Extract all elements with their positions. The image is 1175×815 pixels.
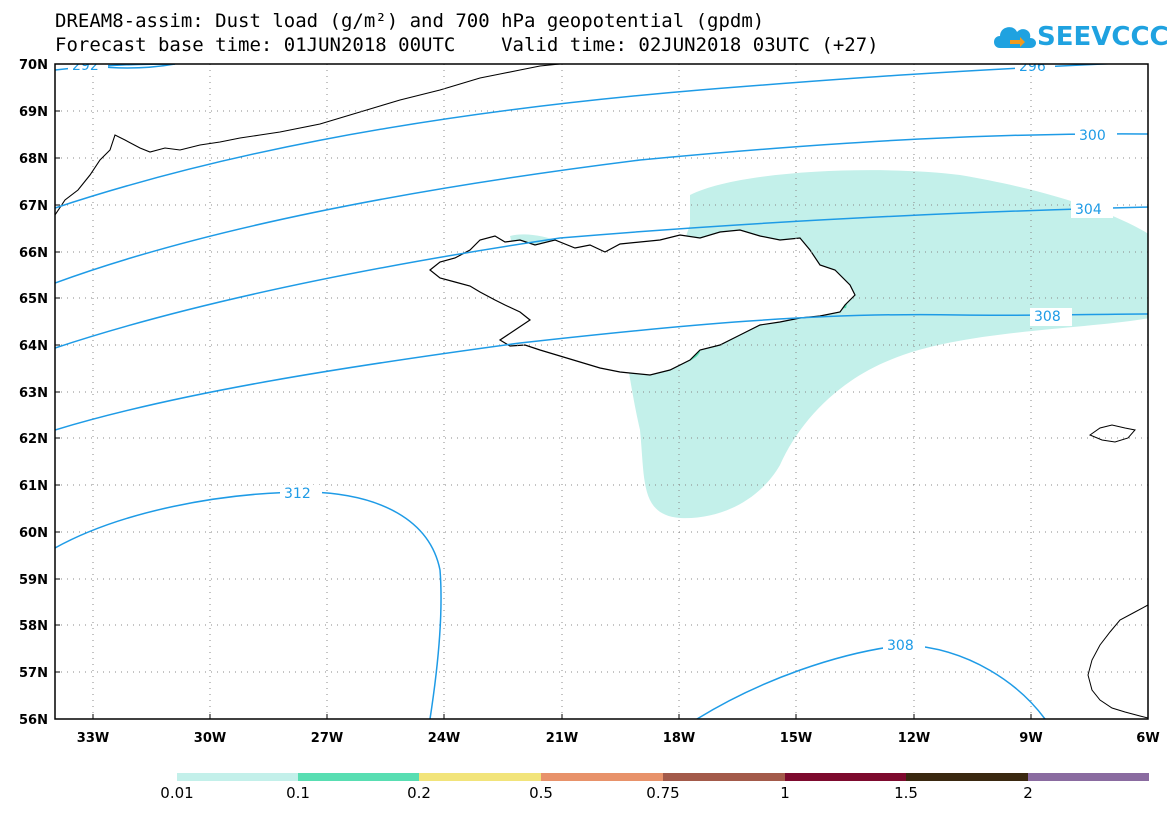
colorbar-label: 0.01: [160, 784, 194, 802]
greenland-coastline: [55, 64, 561, 216]
lon-label: 27W: [311, 731, 343, 746]
contour-label-308-south: 308: [887, 638, 914, 654]
contour-label-296: 296: [1019, 59, 1046, 75]
title-line-2: Forecast base time: 01JUN2018 00UTC Vali…: [55, 34, 879, 56]
lat-label: 66N: [19, 246, 48, 261]
title-line-1: DREAM8-assim: Dust load (g/m²) and 700 h…: [55, 10, 765, 32]
colorbar-segment: [906, 773, 1028, 781]
colorbar-segment: [541, 773, 663, 781]
contour-label-308: 308: [1034, 309, 1061, 325]
contour-label-300: 300: [1079, 128, 1106, 144]
contour-312: [55, 491, 442, 719]
lat-label: 57N: [19, 666, 48, 681]
colorbar-segment: [177, 773, 298, 781]
colorbar-label: 0.5: [529, 784, 553, 802]
contour-308-south: [696, 644, 1046, 719]
contour-304: [55, 206, 1148, 349]
contour-label-292: 292: [72, 58, 99, 74]
lat-label: 64N: [19, 339, 48, 354]
lon-label: 12W: [898, 731, 930, 746]
lon-label: 33W: [77, 731, 109, 746]
lat-label: 70N: [19, 58, 48, 73]
contour-300: [55, 133, 1148, 284]
lon-label: 9W: [1019, 731, 1042, 746]
lon-label: 21W: [546, 731, 578, 746]
colorbar-segment: [298, 773, 419, 781]
contour-296: [55, 64, 1120, 209]
contour-labels: 292 296 300 304 308 312 308: [68, 58, 1117, 655]
lon-label: 6W: [1136, 731, 1159, 746]
colorbar-label: 0.75: [646, 784, 680, 802]
lat-label: 60N: [19, 526, 48, 541]
colorbar-label: 0.2: [407, 784, 431, 802]
contour-308: [55, 313, 1148, 431]
colorbar-segment: [419, 773, 541, 781]
contour-label-312: 312: [284, 486, 311, 502]
colorbar-label: 1.5: [894, 784, 918, 802]
lat-label: 65N: [19, 292, 48, 307]
lat-label: 68N: [19, 152, 48, 167]
colorbar-segment: [663, 773, 785, 781]
latitude-labels: 70N 69N 68N 67N 66N 65N 64N 63N 62N 61N …: [19, 58, 48, 728]
lat-label: 69N: [19, 105, 48, 120]
lon-label: 30W: [194, 731, 226, 746]
geopotential-contours: [55, 64, 1148, 719]
gridlines: [55, 64, 1148, 719]
lat-label: 62N: [19, 432, 48, 447]
colorbar-label: 0.1: [286, 784, 310, 802]
lat-label: 61N: [19, 479, 48, 494]
lat-label: 58N: [19, 619, 48, 634]
lon-label: 24W: [428, 731, 460, 746]
colorbar-segment: [785, 773, 906, 781]
contour-label-304: 304: [1075, 202, 1102, 218]
longitude-labels: 33W 30W 27W 24W 21W 18W 15W 12W 9W 6W: [77, 731, 1160, 746]
lon-label: 15W: [780, 731, 812, 746]
lon-label: 18W: [663, 731, 695, 746]
colorbar-label: 1: [780, 784, 790, 802]
iceland-coastline: [429, 229, 856, 376]
lat-label: 63N: [19, 386, 48, 401]
lat-label: 67N: [19, 199, 48, 214]
colorbar-segment: [1028, 773, 1149, 781]
tick-marks: [55, 110, 1032, 719]
logo-text: SEEVCCC: [1037, 22, 1169, 52]
cloud-icon: [994, 27, 1036, 48]
faroe-coastline: [1088, 424, 1136, 443]
colorbar-label: 2: [1023, 784, 1033, 802]
lat-label: 56N: [19, 713, 48, 728]
seevccc-logo: [990, 18, 1170, 58]
scotland-coastline: [1087, 604, 1148, 719]
lat-label: 59N: [19, 573, 48, 588]
